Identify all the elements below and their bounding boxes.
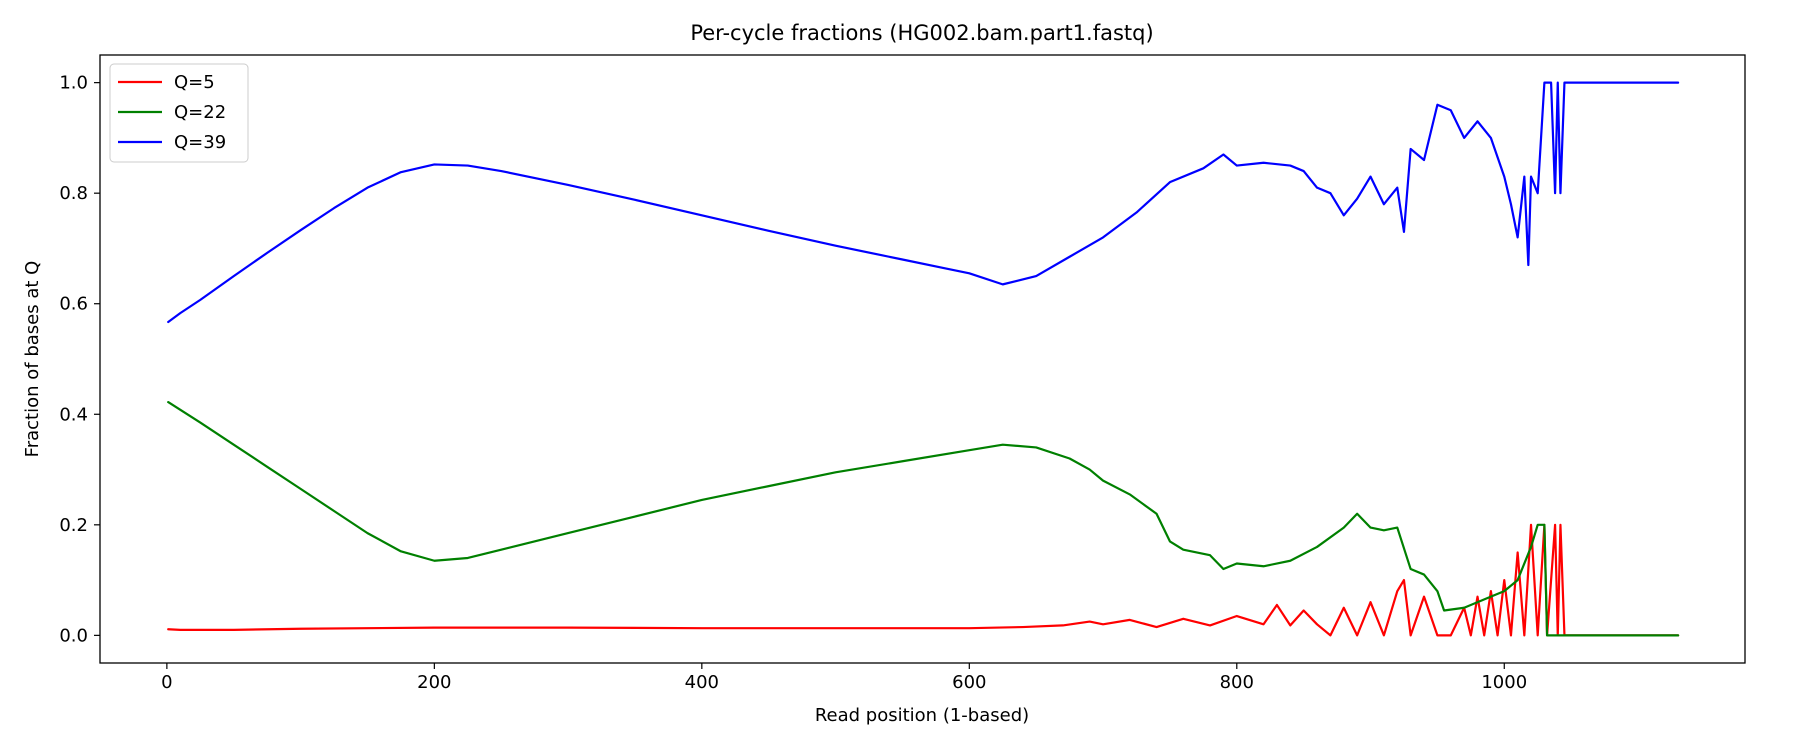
x-axis-label: Read position (1-based) [815, 705, 1029, 726]
legend-box [109, 63, 249, 163]
x-tick-label: 200 [417, 672, 451, 693]
y-tick-label: 0.8 [59, 183, 88, 204]
y-tick-label: 0.6 [59, 294, 88, 315]
legend-label-q22: Q=22 [174, 102, 226, 123]
series-line-q22 [167, 401, 1680, 637]
x-axis: 0 200 400 600 800 1000 [161, 663, 1527, 693]
plot-frame [99, 54, 1746, 664]
y-tick-label: 0.4 [59, 404, 88, 425]
legend-label-q5: Q=5 [174, 72, 215, 93]
y-tick-label: 0.2 [59, 515, 88, 536]
legend: Q=5 Q=22 Q=39 [109, 63, 249, 163]
series-layer [167, 81, 1680, 637]
x-tick-label: 800 [1220, 672, 1254, 693]
chart-title: Per-cycle fractions (HG002.bam.part1.fas… [690, 21, 1153, 45]
y-tick-label: 0.0 [59, 625, 88, 646]
y-tick-label: 1.0 [59, 73, 88, 94]
x-tick-label: 1000 [1481, 672, 1527, 693]
series-line-q39 [167, 81, 1680, 324]
legend-label-q39: Q=39 [174, 132, 226, 153]
x-tick-label: 600 [952, 672, 986, 693]
x-tick-label: 0 [161, 672, 172, 693]
y-axis-label: Fraction of bases at Q [22, 261, 43, 458]
x-tick-label: 400 [685, 672, 719, 693]
y-axis: 0.0 0.2 0.4 0.6 0.8 1.0 [59, 73, 100, 646]
series-line-q5 [167, 523, 1680, 637]
